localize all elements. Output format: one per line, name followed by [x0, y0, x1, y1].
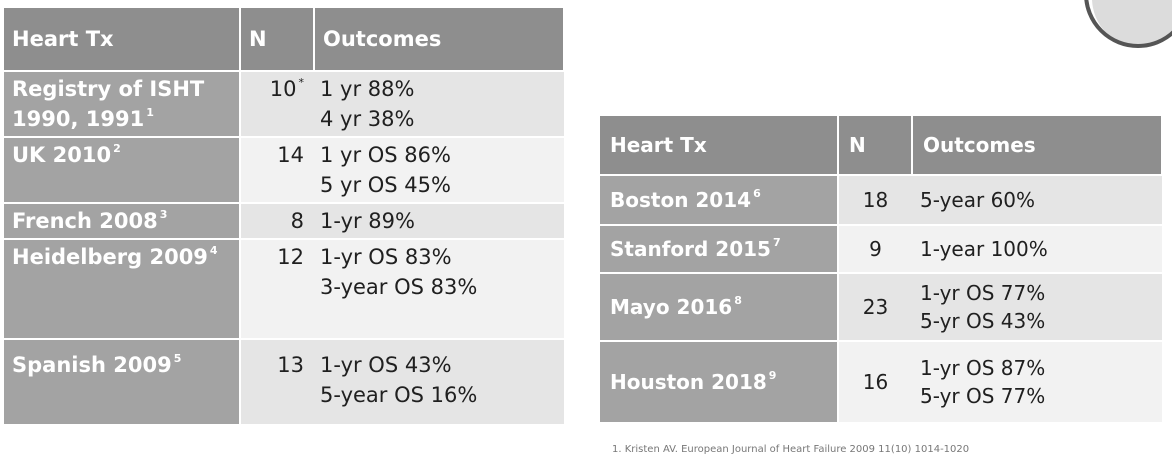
- outcome-line: 1-year 100%: [920, 237, 1048, 261]
- row-n: 12: [240, 239, 314, 340]
- left-header-outcomes: Outcomes: [314, 8, 565, 72]
- row-label-line: Spanish 2009: [12, 353, 172, 377]
- outcome-line: 5 yr OS 45%: [320, 173, 451, 197]
- right-header-n: N: [838, 116, 913, 176]
- table-row: UK 2010 2 14 1 yr OS 86% 5 yr OS 45%: [4, 137, 564, 204]
- row-outcomes: 1-yr OS 83% 3-year OS 83%: [314, 239, 564, 340]
- corner-logo-icon: [1084, 0, 1172, 48]
- row-n: 8: [240, 203, 314, 240]
- table-row: Spanish 2009 5 13 1-yr OS 43% 5-year OS 1…: [4, 339, 564, 426]
- reference-number: 2: [113, 142, 121, 155]
- row-label: Heidelberg 2009 4: [4, 239, 241, 340]
- outcome-line: 5-year OS 16%: [320, 383, 478, 407]
- row-outcomes: 1-yr 89%: [314, 203, 564, 240]
- row-n: 23: [838, 273, 912, 342]
- row-outcomes: 1 yr OS 86% 5 yr OS 45%: [314, 137, 564, 204]
- row-label-line: French 2008: [12, 209, 158, 233]
- row-label-text: Mayo 2016: [610, 295, 733, 319]
- row-label: Stanford 2015 7: [600, 225, 839, 274]
- row-label-text: Houston 2018: [610, 370, 767, 394]
- reference-number: 4: [209, 244, 218, 257]
- outcome-line: 1-yr OS 83%: [320, 245, 452, 269]
- row-label-text: Stanford 2015: [610, 237, 771, 261]
- outcome-line: 5-yr OS 43%: [920, 309, 1046, 333]
- table-row: Boston 2014 6 18 5-year 60%: [600, 175, 1162, 226]
- row-label: French 2008 3: [4, 203, 241, 240]
- row-label: Mayo 2016 8: [600, 273, 839, 342]
- table-row: Heidelberg 2009 4 12 1-yr OS 83% 3-year O…: [4, 239, 564, 340]
- left-outcomes-table: Heart Tx N Outcomes Registry of ISHT 199…: [4, 8, 565, 426]
- row-n: 9: [838, 225, 912, 274]
- right-table-header-row: Heart Tx N Outcomes: [600, 116, 1163, 176]
- right-outcomes-table: Heart Tx N Outcomes Boston 2014 6 18 5-ye…: [600, 116, 1163, 424]
- n-value: 10: [269, 77, 297, 101]
- row-outcomes: 1-year 100%: [912, 225, 1162, 274]
- outcome-line: 1-yr OS 43%: [320, 353, 452, 377]
- row-label: Spanish 2009 5: [4, 339, 241, 426]
- row-label: UK 2010 2: [4, 137, 241, 204]
- right-header-heart-tx: Heart Tx: [600, 116, 839, 176]
- outcome-line: 5-year 60%: [920, 188, 1036, 212]
- n-value: 13: [277, 353, 304, 377]
- row-outcomes: 1-yr OS 43% 5-year OS 16%: [314, 339, 564, 426]
- reference-number: 7: [772, 236, 781, 250]
- row-label-line: UK 2010: [12, 143, 112, 167]
- n-value: 12: [277, 245, 304, 269]
- row-label: Boston 2014 6: [600, 175, 839, 226]
- reference-number: 1: [146, 106, 154, 119]
- row-n: 16: [838, 341, 912, 424]
- left-header-n: N: [240, 8, 315, 72]
- asterisk-mark: *: [298, 76, 305, 89]
- row-n: 14: [240, 137, 314, 204]
- outcome-line: 4 yr 38%: [320, 107, 415, 131]
- row-n: 18: [838, 175, 912, 226]
- row-outcomes: 1-yr OS 77% 5-yr OS 43%: [912, 273, 1162, 342]
- row-outcomes: 1-yr OS 87% 5-yr OS 77%: [912, 341, 1162, 424]
- row-label-line: 1990, 1991: [12, 107, 145, 131]
- outcome-line: 1 yr OS 86%: [320, 143, 451, 167]
- row-label-line: Registry of ISHT: [12, 77, 205, 101]
- outcome-line: 1 yr 88%: [320, 77, 415, 101]
- row-outcomes: 1 yr 88% 4 yr 38%: [314, 71, 564, 138]
- reference-number: 8: [734, 294, 742, 308]
- table-row: Stanford 2015 7 9 1-year 100%: [600, 225, 1162, 274]
- outcome-line: 1-yr OS 87%: [920, 356, 1046, 380]
- n-value: 14: [277, 143, 304, 167]
- reference-number: 5: [173, 352, 182, 365]
- outcome-line: 1-yr OS 77%: [920, 281, 1046, 305]
- outcome-line: 5-yr OS 77%: [920, 384, 1046, 408]
- row-outcomes: 5-year 60%: [912, 175, 1162, 226]
- footnote-reference: 1. Kristen AV. European Journal of Heart…: [612, 444, 970, 455]
- n-value: 8: [290, 209, 304, 233]
- row-n: 10 *: [240, 71, 314, 138]
- row-label: Registry of ISHT 1990, 1991 1: [4, 71, 241, 138]
- table-row: Houston 2018 9 16 1-yr OS 87% 5-yr OS 77%: [600, 341, 1162, 424]
- left-header-heart-tx: Heart Tx: [4, 8, 241, 72]
- table-row: Registry of ISHT 1990, 1991 1 10 * 1 yr 88…: [4, 71, 564, 138]
- row-label-text: Boston 2014: [610, 188, 752, 212]
- outcome-line: 3-year OS 83%: [320, 275, 478, 299]
- outcome-line: 1-yr 89%: [320, 209, 415, 233]
- table-row: Mayo 2016 8 23 1-yr OS 77% 5-yr OS 43%: [600, 273, 1162, 342]
- reference-number: 6: [753, 187, 761, 201]
- reference-number: 3: [159, 208, 168, 221]
- right-header-outcomes: Outcomes: [912, 116, 1163, 176]
- left-table-header-row: Heart Tx N Outcomes: [4, 8, 565, 72]
- row-n: 13: [240, 339, 314, 426]
- row-label-line: Heidelberg 2009: [12, 245, 208, 269]
- reference-number: 9: [768, 369, 777, 383]
- row-label: Houston 2018 9: [600, 341, 839, 424]
- table-row: French 2008 3 8 1-yr 89%: [4, 203, 564, 240]
